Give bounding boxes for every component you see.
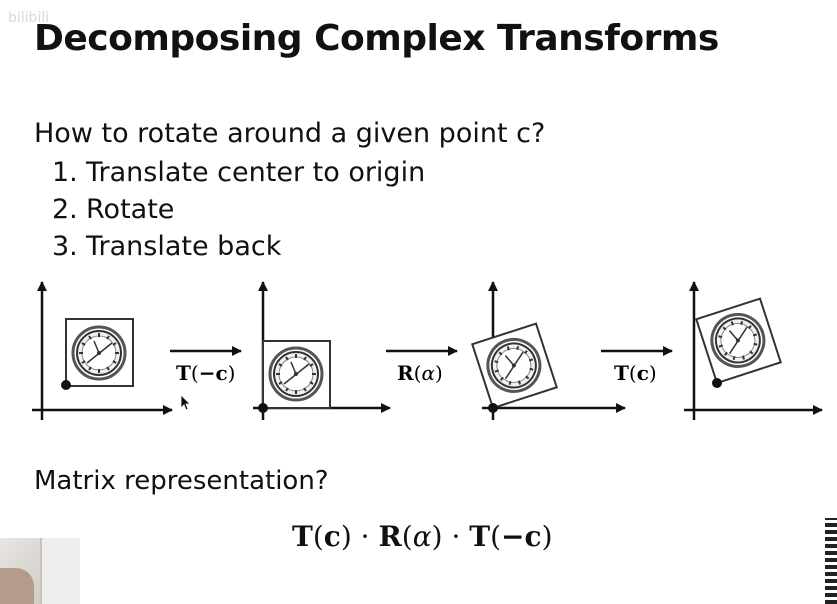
center-point [61, 380, 71, 390]
presenter-silhouette [0, 568, 34, 604]
center-point [488, 403, 498, 413]
question-text: How to rotate around a given point c? [34, 118, 546, 149]
mouse-cursor-icon [180, 394, 191, 411]
center-point [712, 378, 722, 388]
operation-label-3: T(c) [614, 361, 657, 385]
step-item: 3. Translate back [52, 231, 282, 262]
step-item: 2. Rotate [52, 194, 175, 225]
panel-rotated [471, 281, 626, 420]
panel-translated-back [684, 281, 823, 420]
center-point [258, 403, 268, 413]
operation-label-1: T(−c) [176, 361, 235, 385]
operation-label-2: R(α) [397, 361, 443, 385]
webcam-overlay [0, 538, 80, 604]
operation-arrow-1: T(−c) [170, 346, 242, 385]
slide-title: Decomposing Complex Transforms [34, 18, 719, 59]
composite-transform-formula: T(c) · R(α) · T(−c) [292, 520, 553, 553]
step-item: 1. Translate center to origin [52, 157, 426, 188]
operation-arrow-2: R(α) [386, 346, 458, 385]
steps-list: 1. Translate center to origin 2. Rotate 3.… [52, 154, 425, 265]
bilibili-watermark: bilibili [8, 10, 50, 26]
qr-code-fragment [825, 518, 837, 604]
panel-original [32, 281, 173, 420]
operation-arrow-3: T(c) [601, 346, 673, 385]
panel-translated [253, 281, 391, 420]
matrix-question: Matrix representation? [34, 466, 329, 496]
webcam-background [40, 538, 80, 604]
transform-diagram: T(−c) R(α) T(c) [32, 281, 823, 420]
